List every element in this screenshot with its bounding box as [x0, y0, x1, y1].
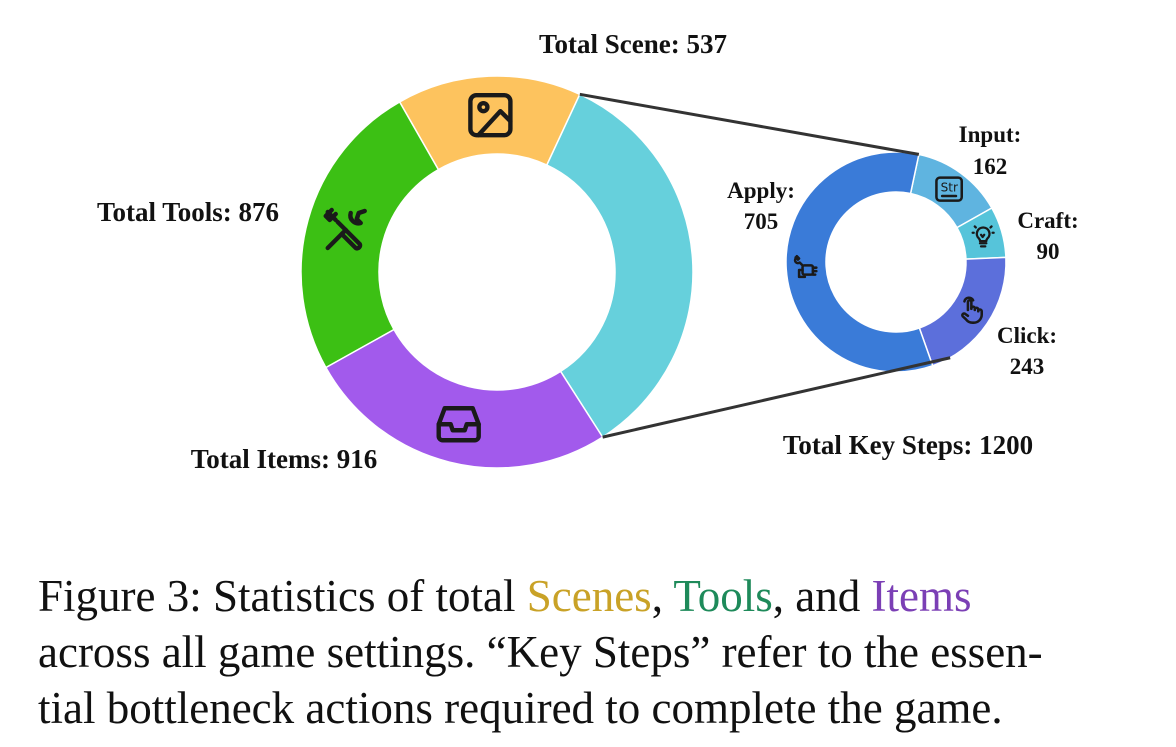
caption-scenes-word: Scenes [526, 571, 652, 621]
string-input-icon [935, 176, 963, 202]
lightbulb-icon [971, 225, 995, 248]
caption-line-3: tial bottleneck actions required to comp… [38, 683, 1003, 733]
label-click-name: Click: [997, 323, 1057, 348]
big-donut-chart [300, 75, 694, 469]
donut-slice-2 [324, 328, 604, 469]
connector-line-top [579, 92, 920, 156]
small-donut-chart [785, 151, 1007, 373]
caption-prefix: Figure 3: Statistics of total [38, 571, 527, 621]
label-apply-name: Apply: [727, 178, 795, 203]
label-total-tools: Total Tools: 876 [97, 197, 279, 227]
tools-icon [323, 207, 367, 251]
label-total-scene: Total Scene: 537 [539, 29, 727, 59]
label-click-value: 243 [1010, 354, 1045, 379]
label-input-name: Input: [959, 122, 1022, 147]
label-craft-name: Craft: [1017, 208, 1078, 233]
caption-line-2: across all game settings. “Key Steps” re… [38, 627, 1043, 677]
caption-items-word: Items [871, 571, 972, 621]
label-apply-value: 705 [744, 209, 779, 234]
caption-line-1: Figure 3: Statistics of total Scenes, To… [38, 568, 1148, 624]
label-input-value: 162 [973, 154, 1008, 179]
donut-slice-1 [545, 93, 694, 439]
figure-caption: Figure 3: Statistics of total Scenes, To… [38, 568, 1148, 736]
caption-tools-word: Tools [673, 571, 773, 621]
label-craft-value: 90 [1037, 239, 1060, 264]
donut-slice-3 [785, 151, 934, 373]
donut-charts: Str Total Scene: 537 Total Tools: 876 To… [97, 29, 1079, 474]
inbox-icon [436, 406, 481, 443]
string-input-icon-text: Str [941, 180, 958, 194]
hand-wrench-icon [793, 254, 818, 279]
connector-line-bottom [602, 356, 951, 439]
icons-layer: Str [323, 92, 995, 443]
image-icon [468, 92, 513, 138]
donut-slice-3 [300, 100, 440, 369]
caption-and: , and [772, 571, 872, 621]
label-total-items: Total Items: 916 [191, 444, 378, 474]
label-total-key-steps: Total Key Steps: 1200 [783, 430, 1033, 460]
donut-slice-2 [918, 256, 1007, 367]
pointer-hand-icon [961, 296, 983, 324]
caption-comma: , [651, 571, 674, 621]
